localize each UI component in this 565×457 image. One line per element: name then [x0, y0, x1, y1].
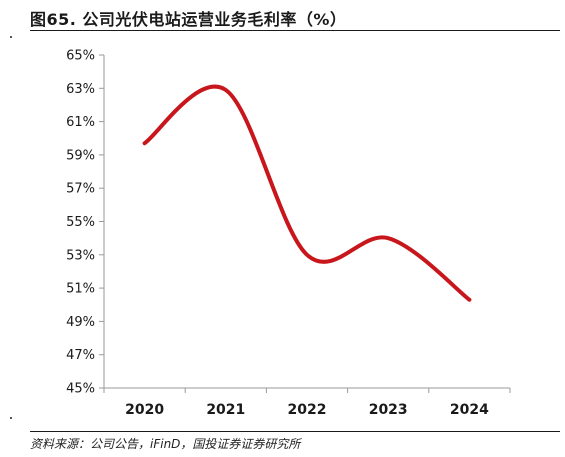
- y-tick-label: 63%: [66, 82, 95, 97]
- y-tick-label: 47%: [66, 348, 95, 363]
- y-axis: 45% 47% 49% 51% 53% 55% 57% 59% 61% 63% 65%: [66, 49, 105, 397]
- margin-dot: [10, 417, 12, 419]
- x-tick-label: 2021: [206, 402, 245, 418]
- top-rule: [30, 30, 560, 31]
- y-tick-label: 45%: [66, 382, 95, 397]
- x-tick-label: 2022: [288, 402, 327, 418]
- line-chart: 45%47%49%51%53%55%57%59%61%63%65% 2020 20…: [66, 49, 511, 418]
- series-line: [142, 84, 472, 302]
- bottom-rule: [30, 431, 560, 432]
- y-tick-label: 55%: [66, 215, 95, 230]
- x-axis: 2020 2021 2022 2023 2024: [103, 387, 511, 418]
- y-tick-label: 57%: [66, 182, 95, 197]
- x-tick-label: 2024: [450, 402, 489, 418]
- x-tick-label: 2023: [369, 402, 408, 418]
- x-tick-label: 2020: [125, 402, 164, 418]
- y-tick-label: 53%: [66, 248, 95, 263]
- source-note: 资料来源：公司公告，iFinD，国投证券证券研究所: [30, 437, 301, 451]
- y-tick-label: 65%: [66, 49, 95, 64]
- y-tick-label: 61%: [66, 115, 95, 130]
- series-layer: [142, 84, 472, 302]
- margin-dot: [10, 36, 12, 38]
- y-tick-label: 51%: [66, 282, 95, 297]
- y-tick-label: 59%: [66, 148, 95, 163]
- y-tick-label: 49%: [66, 315, 95, 330]
- chart-title: 图65. 公司光伏电站运营业务毛利率（%）: [30, 10, 347, 29]
